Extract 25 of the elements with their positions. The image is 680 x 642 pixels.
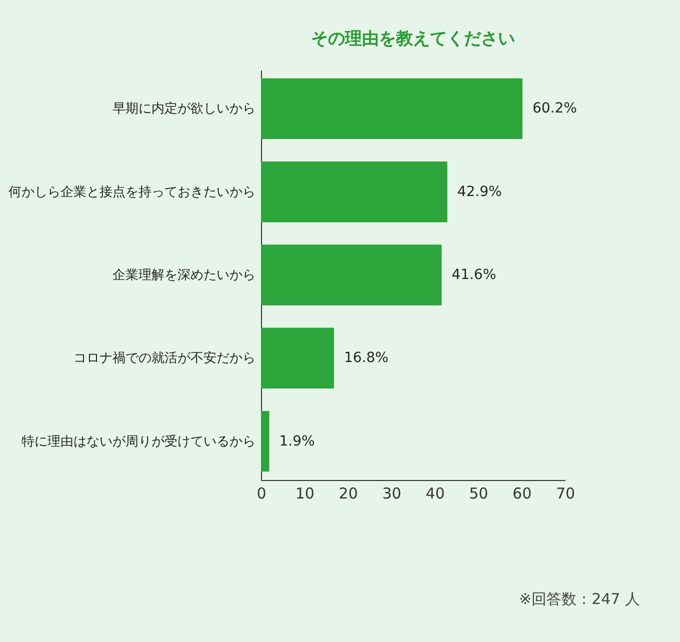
x-tick-label: 60 — [512, 484, 532, 502]
bar — [261, 244, 442, 306]
x-tick-label: 30 — [382, 484, 402, 502]
data-label: 42.9% — [457, 184, 502, 200]
x-tick-label: 0 — [256, 484, 266, 502]
data-label: 1.9% — [279, 433, 315, 450]
y-tick-label: 早期に内定が欲しいから — [112, 102, 256, 117]
bar — [261, 410, 270, 472]
bar — [261, 328, 334, 389]
bar — [261, 161, 448, 222]
data-label: 16.8% — [344, 350, 388, 366]
y-tick-label: 企業理解を深めたいから — [112, 268, 256, 283]
x-tick-label: 10 — [295, 484, 314, 502]
y-tick-label: 特に理由はないが周りが受けているから — [22, 434, 256, 450]
chart-title: その理由を教えてください — [311, 29, 515, 49]
data-label: 60.2% — [532, 100, 577, 117]
x-tick-label: 70 — [556, 484, 576, 502]
data-label: 41.6% — [452, 267, 496, 283]
y-tick-label: コロナ禍での就活が不安だから — [74, 350, 256, 366]
y-tick-label: 何かしら企業と接点を持っておきたいから — [8, 184, 256, 200]
text: ※回答数：247 人 — [519, 590, 640, 609]
x-tick-label: 50 — [469, 484, 488, 502]
bar — [261, 78, 522, 140]
x-tick-label: 20 — [338, 484, 358, 502]
x-tick-label: 40 — [426, 484, 445, 502]
